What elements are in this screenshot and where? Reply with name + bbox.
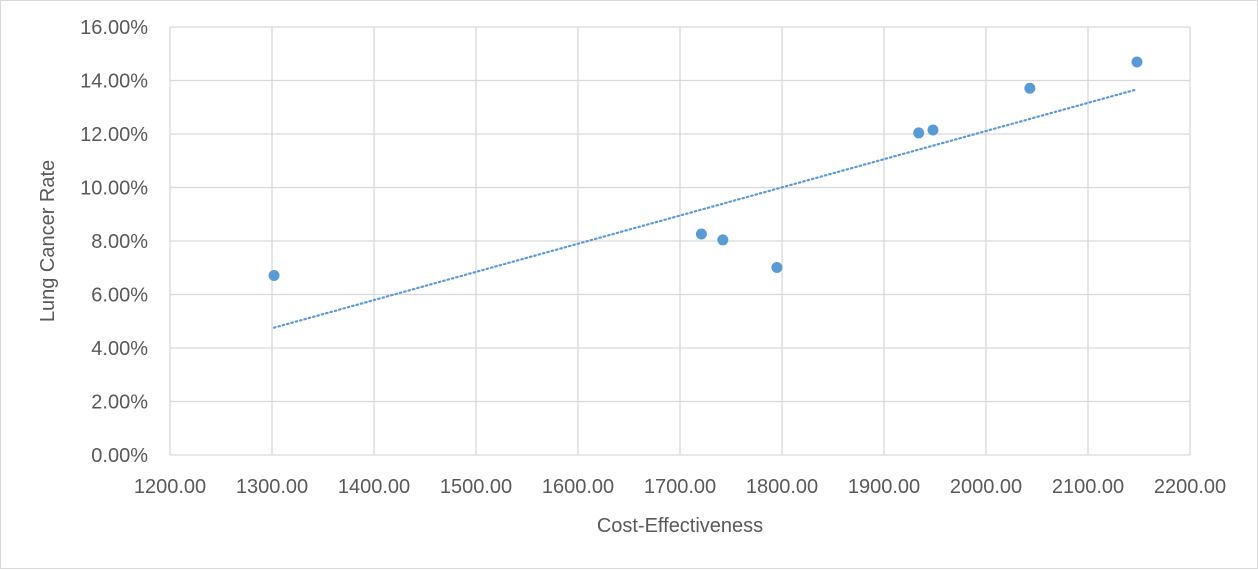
x-tick-label: 1300.00 (236, 476, 308, 498)
data-point (717, 234, 729, 246)
y-tick-label: 8.00% (91, 231, 148, 253)
x-tick-label: 1200.00 (134, 476, 206, 498)
x-tick-label: 1900.00 (848, 476, 920, 498)
x-tick-label: 1800.00 (746, 476, 818, 498)
x-tick-label: 1400.00 (338, 476, 410, 498)
data-point (1024, 82, 1036, 94)
y-tick-label: 14.00% (80, 71, 148, 93)
gridlines (169, 26, 1191, 456)
y-tick-label: 2.00% (91, 392, 148, 414)
x-tick-label: 1600.00 (542, 476, 614, 498)
trendline (272, 88, 1139, 329)
trendline-layer (272, 88, 1139, 329)
y-tick-label: 16.00% (80, 17, 148, 39)
y-axis-tick-labels: 0.00% 2.00% 4.00% 6.00% 8.00% 10.00% 12.00% 14.… (80, 17, 148, 467)
data-point (695, 228, 707, 240)
data-point (927, 124, 939, 136)
data-point (1131, 56, 1143, 68)
x-axis-title: Cost-Effectiveness (597, 515, 763, 537)
data-points (268, 56, 1143, 282)
x-axis-tick-labels: 1200.00 1300.00 1400.00 1500.00 1600.00 1700.… (134, 476, 1226, 498)
y-tick-label: 10.00% (80, 178, 148, 200)
data-point (771, 261, 783, 273)
x-tick-label: 2100.00 (1052, 476, 1124, 498)
data-point (268, 270, 280, 282)
x-tick-label: 2000.00 (950, 476, 1022, 498)
x-tick-label: 1700.00 (644, 476, 716, 498)
x-tick-label: 2200.00 (1154, 476, 1226, 498)
y-tick-label: 12.00% (80, 124, 148, 146)
y-tick-label: 4.00% (91, 338, 148, 360)
x-tick-label: 1500.00 (440, 476, 512, 498)
y-axis-title: Lung Cancer Rate (37, 160, 59, 322)
y-tick-label: 0.00% (91, 445, 148, 467)
y-tick-label: 6.00% (91, 285, 148, 307)
data-point (913, 127, 925, 139)
